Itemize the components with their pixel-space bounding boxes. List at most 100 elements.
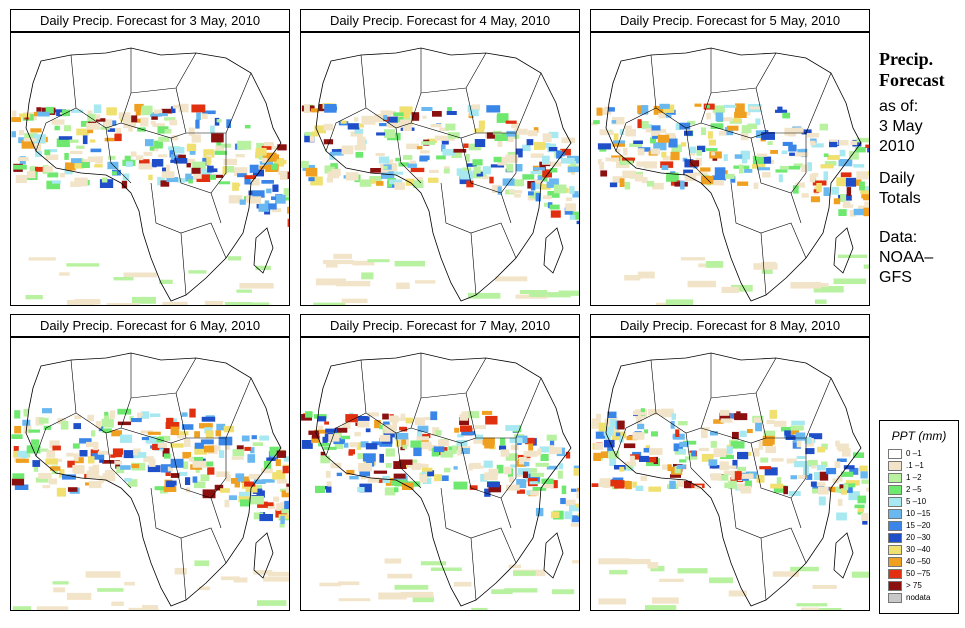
precip-cell: [151, 159, 164, 167]
precip-cell: [725, 173, 735, 179]
precip-map: [300, 337, 580, 611]
precip-cell: [836, 177, 846, 187]
precip-cell: [759, 466, 771, 470]
precip-cell: [564, 511, 573, 520]
precip-cell: [212, 168, 218, 173]
precip-cell: [853, 208, 867, 216]
precip-cell: [233, 577, 248, 583]
madagascar-outline: [253, 227, 274, 274]
precip-cell: [33, 134, 46, 144]
precip-cell: [319, 582, 342, 587]
precip-cell: [200, 439, 214, 445]
precip-cell: [615, 149, 621, 153]
precip-cell: [431, 447, 439, 457]
precip-cell: [320, 451, 326, 456]
precip-cell: [379, 453, 384, 463]
precip-cell: [122, 173, 130, 181]
precip-cell: [474, 139, 486, 147]
precip-cell: [838, 159, 853, 167]
precip-cell: [392, 422, 397, 431]
precip-cell: [769, 409, 778, 419]
precip-cell: [51, 180, 61, 184]
legend-swatch: [888, 557, 902, 567]
precip-cell: [756, 153, 768, 157]
precip-cell: [516, 479, 525, 487]
precip-cell: [772, 571, 799, 577]
precip-cell: [689, 146, 697, 154]
precip-cell: [862, 520, 868, 525]
precip-cell: [745, 155, 750, 160]
forecast-panel-day1: Daily Precip. Forecast for 3 May, 2010: [10, 9, 300, 307]
precip-cell: [131, 115, 138, 123]
precip-cell: [625, 129, 636, 137]
precip-cell: [394, 260, 425, 267]
precip-cell: [135, 108, 141, 116]
precip-cell: [744, 480, 752, 488]
precip-cell: [724, 482, 733, 489]
precip-cell: [700, 167, 711, 172]
precip-cell: [721, 286, 739, 293]
precip-cell: [863, 264, 869, 269]
precip-cell: [333, 165, 339, 171]
precip-cell: [660, 161, 674, 168]
precip-cell: [11, 131, 16, 138]
precip-cell: [542, 155, 550, 164]
precip-cell: [809, 174, 816, 183]
precip-cell: [12, 473, 25, 479]
precip-cell: [228, 195, 243, 204]
precip-cell: [145, 139, 154, 147]
precip-cell: [680, 180, 685, 190]
precip-cell: [553, 184, 567, 194]
legend-swatch: [888, 449, 902, 459]
precip-cell: [157, 126, 169, 134]
precip-cell: [66, 263, 100, 267]
precip-cell: [734, 471, 742, 480]
precip-cell: [570, 523, 579, 527]
precip-cell: [656, 128, 667, 133]
precip-cell: [216, 423, 226, 431]
precip-cell: [255, 147, 267, 156]
precip-cell: [677, 568, 708, 574]
precip-cell: [469, 485, 478, 490]
precip-cell: [866, 487, 869, 492]
precip-cell: [191, 134, 201, 143]
legend-title: PPT (mm): [891, 429, 947, 443]
precip-cell: [816, 183, 822, 192]
precip-cell: [258, 203, 270, 212]
precip-cell: [345, 414, 358, 423]
precip-cell: [708, 139, 716, 146]
precip-cell: [21, 140, 35, 149]
precip-cell: [399, 119, 414, 126]
precip-cell: [595, 431, 610, 439]
precip-cell: [383, 166, 388, 170]
precip-cell: [46, 449, 56, 458]
precip-cell: [482, 166, 491, 175]
precip-cell: [240, 476, 250, 483]
precip-cell: [15, 174, 27, 184]
precip-cell: [556, 150, 563, 159]
precip-cell: [106, 107, 117, 116]
precip-cell: [837, 498, 843, 506]
precip-cell: [266, 188, 272, 194]
precip-cell: [428, 177, 439, 183]
precip-cell: [447, 107, 452, 114]
precip-cell: [619, 129, 625, 135]
precip-cell: [266, 503, 276, 509]
precip-cell: [262, 502, 274, 507]
precip-cell: [719, 461, 729, 471]
precip-cell: [216, 119, 222, 123]
country-border: [150, 487, 227, 564]
precip-cell: [720, 454, 734, 459]
precip-cell: [301, 160, 309, 168]
precip-cell: [571, 488, 577, 492]
legend-label: 2 –5: [906, 485, 922, 494]
precip-cell: [43, 425, 52, 430]
precip-cell: [713, 448, 727, 458]
precip-cell: [11, 117, 22, 122]
precip-cell: [44, 149, 58, 153]
precip-cell: [403, 155, 413, 160]
precip-cell: [250, 495, 264, 505]
precip-cell: [715, 112, 724, 122]
precip-cell: [163, 453, 171, 459]
precip-cell: [467, 292, 501, 299]
